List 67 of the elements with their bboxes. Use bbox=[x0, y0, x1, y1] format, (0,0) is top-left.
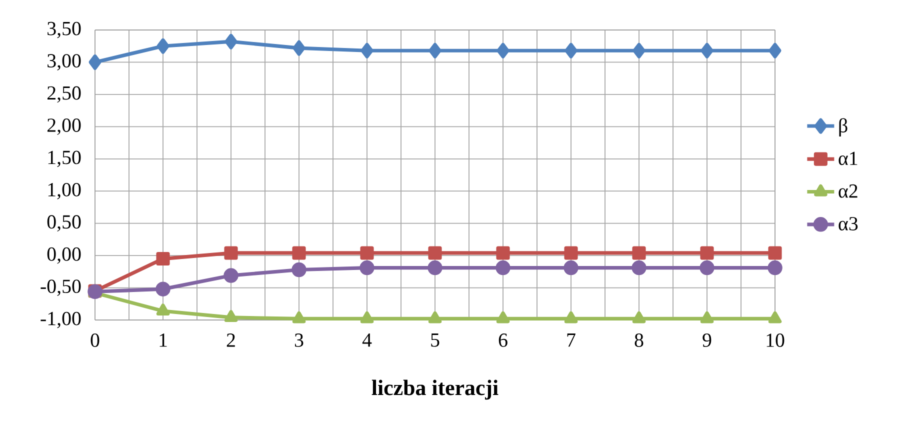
point bbox=[496, 260, 510, 276]
point bbox=[428, 42, 442, 58]
point bbox=[224, 268, 238, 283]
y-tick-label: 0,50 bbox=[47, 215, 81, 232]
x-tick-label: 2 bbox=[226, 334, 235, 347]
point bbox=[292, 246, 306, 260]
point bbox=[292, 311, 306, 324]
x-tick-label: 1 bbox=[160, 334, 167, 347]
point bbox=[156, 38, 170, 54]
point bbox=[292, 40, 306, 56]
x-tick-label: 7 bbox=[567, 334, 576, 347]
point bbox=[360, 260, 374, 276]
point bbox=[156, 252, 170, 266]
y-tick-label: -1,00 bbox=[40, 312, 81, 328]
x-tick-label: 0 bbox=[90, 334, 100, 347]
point bbox=[700, 311, 714, 324]
point bbox=[564, 246, 578, 260]
point bbox=[564, 311, 578, 324]
point bbox=[632, 260, 646, 276]
x-tick-label: 6 bbox=[498, 334, 508, 347]
point bbox=[564, 42, 578, 58]
point bbox=[768, 246, 782, 260]
point bbox=[768, 42, 782, 58]
legend-label: β bbox=[839, 118, 848, 137]
legend-label: α3 bbox=[838, 217, 858, 230]
point bbox=[224, 34, 238, 50]
point bbox=[564, 260, 578, 276]
point bbox=[428, 311, 442, 324]
point bbox=[292, 262, 306, 278]
point bbox=[632, 42, 646, 58]
point bbox=[700, 42, 714, 58]
x-tick-label: 3 bbox=[294, 334, 304, 347]
x-axis-title: liczba iteracji bbox=[372, 380, 498, 400]
point bbox=[632, 311, 646, 324]
x-tick-label: 9 bbox=[702, 334, 712, 347]
y-tick-label: 2,50 bbox=[47, 86, 81, 103]
point bbox=[224, 310, 238, 322]
y-tick-label: 0,00 bbox=[47, 247, 81, 264]
point bbox=[496, 42, 510, 58]
point bbox=[768, 260, 782, 276]
point bbox=[224, 246, 238, 260]
point bbox=[156, 282, 170, 296]
x-tick-label: 10 bbox=[766, 334, 784, 347]
x-tick-label: 8 bbox=[634, 334, 644, 347]
y-tick-label: 1,00 bbox=[48, 182, 81, 200]
y-tick-label: 3,50 bbox=[48, 22, 81, 38]
y-tick-label: 2,00 bbox=[47, 118, 81, 135]
point bbox=[428, 246, 442, 260]
x-tick-label: 5 bbox=[431, 334, 440, 347]
point bbox=[496, 246, 510, 260]
point bbox=[428, 260, 442, 276]
point bbox=[768, 311, 782, 324]
point bbox=[496, 311, 510, 324]
legend-label: α1 bbox=[838, 152, 858, 166]
y-tick-label: 3,00 bbox=[48, 54, 81, 70]
point bbox=[88, 54, 102, 70]
y-tick-label: -0,50 bbox=[40, 280, 81, 296]
x-tick-label: 4 bbox=[362, 334, 372, 347]
y-tick-label: 1,50 bbox=[48, 150, 81, 168]
point bbox=[632, 246, 646, 260]
legend-label: α2 bbox=[838, 184, 858, 198]
point bbox=[156, 304, 170, 316]
point bbox=[360, 246, 374, 260]
point bbox=[700, 260, 714, 276]
point bbox=[360, 311, 374, 324]
point bbox=[700, 246, 714, 260]
point bbox=[360, 42, 374, 58]
